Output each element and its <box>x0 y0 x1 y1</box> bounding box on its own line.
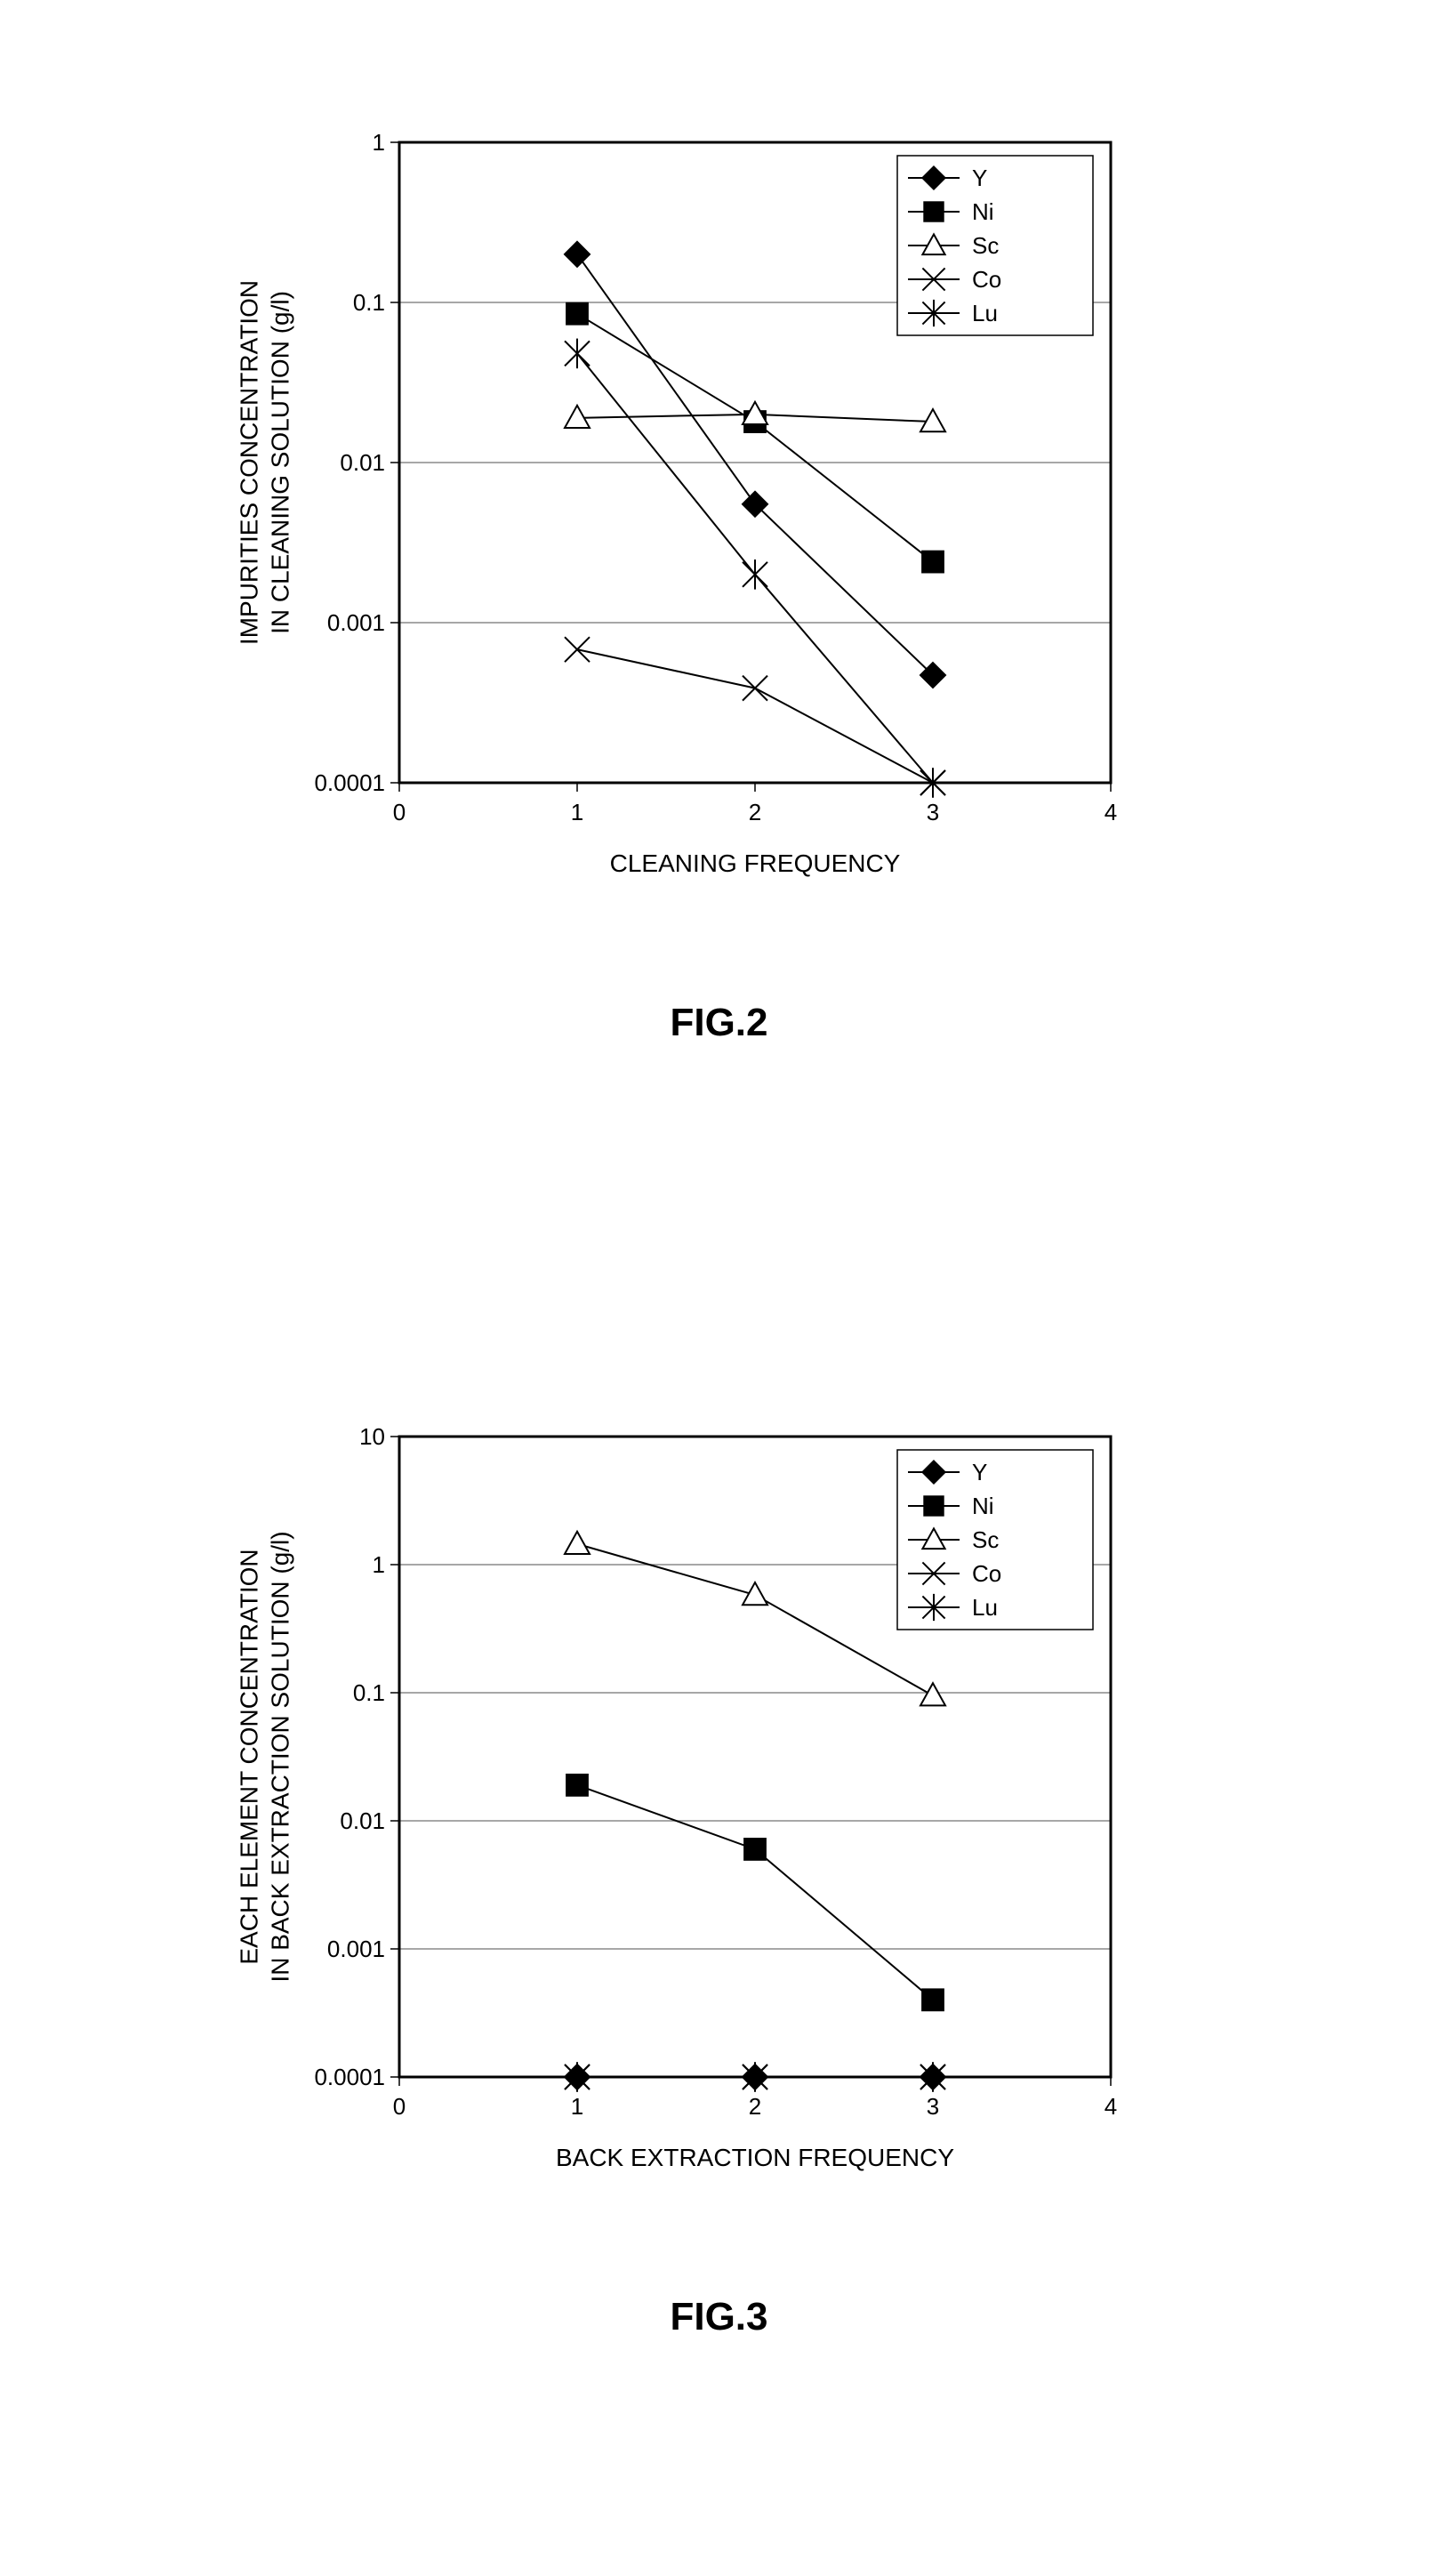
figure-3-chart: 0.0001 0.001 0.01 0.1 1 10 0 1 2 3 4 BACK EXTRACTIO… <box>239 1401 1200 2242</box>
svg-text:2: 2 <box>748 799 760 825</box>
svg-text:Y: Y <box>972 165 987 191</box>
svg-text:4: 4 <box>1104 799 1116 825</box>
svg-text:BACK EXTRACTION FREQUENCY: BACK EXTRACTION FREQUENCY <box>555 2144 953 2171</box>
figure-2-block: 0.0001 0.001 0.01 0.1 1 0 1 2 3 4 CLEANING FREQUEN… <box>239 107 1200 1045</box>
figure-2-chart: 0.0001 0.001 0.01 0.1 1 0 1 2 3 4 CLEANING FREQUEN… <box>239 107 1200 947</box>
figure-3-block: 0.0001 0.001 0.01 0.1 1 10 0 1 2 3 4 BACK EXTRACTIO… <box>239 1401 1200 2339</box>
svg-text:Y: Y <box>972 1459 987 1485</box>
svg-text:1: 1 <box>570 2093 582 2120</box>
svg-text:3: 3 <box>926 2093 938 2120</box>
page-container: 0.00010.0010.010.1101234CLEANING FREQUEN… <box>0 0 1438 2576</box>
svg-text:3: 3 <box>926 799 938 825</box>
svg-text:CLEANING FREQUENCY: CLEANING FREQUENCY <box>609 849 900 877</box>
svg-text:0: 0 <box>392 2093 405 2120</box>
svg-text:0.0001: 0.0001 <box>314 769 385 796</box>
svg-text:Co: Co <box>972 1560 1001 1587</box>
figure-2-caption: FIG.2 <box>239 1001 1200 1045</box>
svg-text:1: 1 <box>372 1551 384 1578</box>
svg-text:0.0001: 0.0001 <box>314 2064 385 2090</box>
svg-text:0.001: 0.001 <box>326 609 384 636</box>
svg-text:10: 10 <box>359 1423 385 1450</box>
svg-text:Sc: Sc <box>972 1526 999 1553</box>
svg-text:0.1: 0.1 <box>352 1679 384 1706</box>
svg-text:Ni: Ni <box>972 1493 994 1519</box>
svg-text:Ni: Ni <box>972 198 994 225</box>
svg-text:Co: Co <box>972 266 1001 293</box>
svg-text:IN BACK EXTRACTION SOLUTION (: IN BACK EXTRACTION SOLUTION (g/l) <box>266 1531 293 1982</box>
svg-text:0.1: 0.1 <box>352 289 384 316</box>
svg-text:4: 4 <box>1104 2093 1116 2120</box>
svg-text:0.01: 0.01 <box>340 1807 385 1834</box>
svg-text:Lu: Lu <box>972 1594 998 1621</box>
svg-text:2: 2 <box>748 2093 760 2120</box>
svg-text:Sc: Sc <box>972 232 999 259</box>
svg-text:1: 1 <box>570 799 582 825</box>
svg-text:0.001: 0.001 <box>326 1936 384 1962</box>
svg-text:Lu: Lu <box>972 300 998 326</box>
svg-text:IMPURITIES CONCENTRATION: IMPURITIES CONCENTRATION <box>239 280 263 645</box>
svg-text:1: 1 <box>372 129 384 156</box>
svg-text:0: 0 <box>392 799 405 825</box>
svg-text:0.01: 0.01 <box>340 449 385 476</box>
figure-3-caption: FIG.3 <box>239 2295 1200 2339</box>
svg-text:EACH ELEMENT CONCENTRATION: EACH ELEMENT CONCENTRATION <box>239 1549 263 1964</box>
svg-text:IN CLEANING SOLUTION (g/l): IN CLEANING SOLUTION (g/l) <box>266 291 293 634</box>
